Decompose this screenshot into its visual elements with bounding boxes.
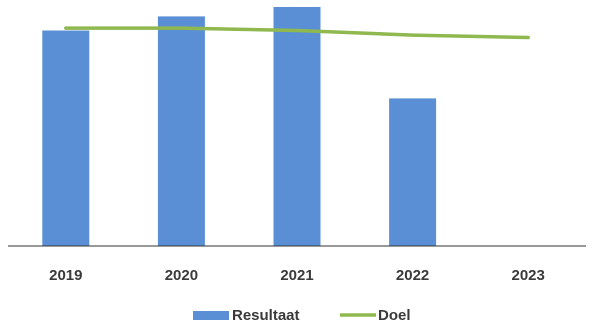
x-tick-label-2020: 2020 [165, 267, 198, 284]
x-tick-label-2021: 2021 [280, 267, 313, 284]
x-tick-label-2022: 2022 [396, 267, 429, 284]
bar-2021 [273, 7, 321, 246]
bar-2022 [389, 98, 437, 247]
bar-2019 [42, 30, 90, 246]
legend-label-doel: Doel [378, 307, 411, 324]
line-doel [64, 26, 530, 40]
bar-2020 [157, 16, 205, 247]
x-tick-labels: 2019 2020 2021 2022 2023 [49, 267, 545, 284]
bar-series [42, 7, 437, 247]
line-series [64, 26, 530, 40]
x-tick-label-2023: 2023 [512, 267, 545, 284]
x-tick-label-2019: 2019 [49, 267, 82, 284]
legend-swatch-resultaat [193, 311, 229, 320]
legend: Resultaat Doel [193, 307, 411, 324]
legend-label-resultaat: Resultaat [232, 307, 300, 324]
